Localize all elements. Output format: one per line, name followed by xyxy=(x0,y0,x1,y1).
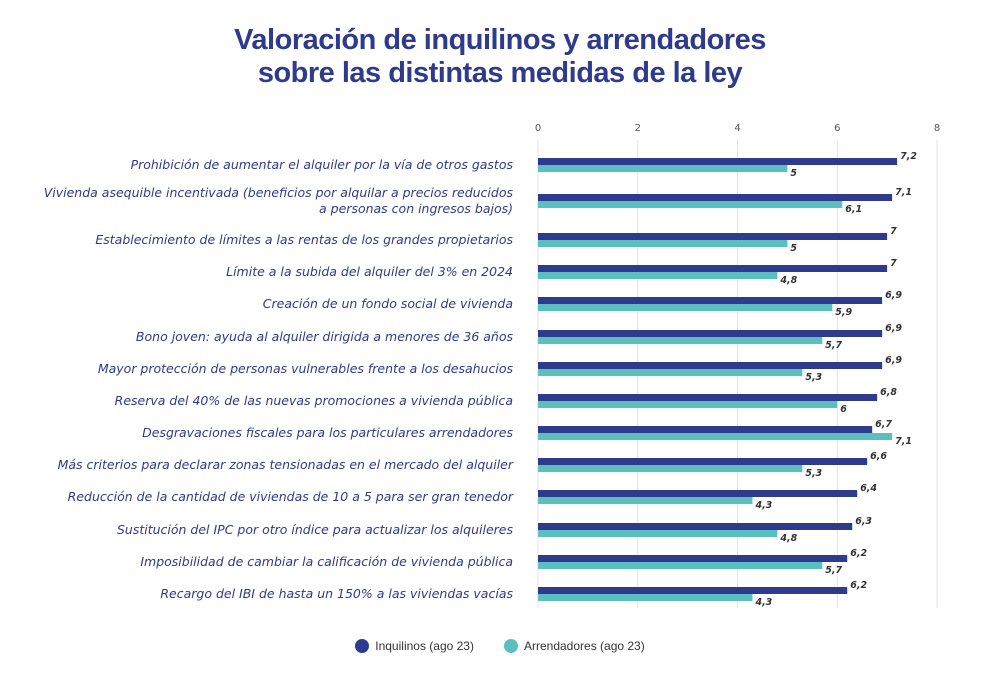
bar-arrendadores xyxy=(538,401,838,408)
category-label: Desgravaciones fiscales para los particu… xyxy=(142,425,513,440)
data-label: 4,3 xyxy=(754,500,772,511)
bar-arrendadores xyxy=(538,337,823,344)
bar-arrendadores xyxy=(538,240,788,247)
data-label: 5,3 xyxy=(805,372,822,383)
x-tick-label: 0 xyxy=(535,123,541,134)
data-label: 6,9 xyxy=(885,290,902,301)
bar-arrendadores xyxy=(538,201,843,208)
category-label: a personas con ingresos bajos) xyxy=(319,201,513,216)
data-label: 6,9 xyxy=(885,323,902,334)
bar-arrendadores xyxy=(538,465,803,472)
bar-inquilinos xyxy=(538,297,883,304)
data-label: 4,8 xyxy=(779,275,797,286)
bar-arrendadores xyxy=(538,594,753,601)
legend-swatch xyxy=(355,639,370,653)
category-label: Bono joven: ayuda al alquiler dirigida a… xyxy=(136,329,514,344)
x-tick-label: 4 xyxy=(734,123,740,134)
bar-arrendadores xyxy=(538,165,788,172)
x-tick-label: 2 xyxy=(635,123,641,134)
bar-inquilinos xyxy=(538,158,898,165)
x-tick-label: 8 xyxy=(934,123,940,134)
bar-inquilinos xyxy=(538,490,858,497)
bar-inquilinos xyxy=(538,587,848,594)
category-label: Reserva del 40% de las nuevas promocione… xyxy=(115,393,513,408)
data-label: 7 xyxy=(890,226,897,237)
category-label: Reducción de la cantidad de viviendas de… xyxy=(68,489,514,504)
legend-swatch xyxy=(503,639,518,653)
data-label: 5,7 xyxy=(825,340,842,351)
bar-arrendadores xyxy=(538,562,823,569)
category-label: Imposibilidad de cambiar la calificación… xyxy=(140,554,513,569)
data-label: 4,8 xyxy=(779,533,797,544)
data-label: 5 xyxy=(790,168,797,179)
bar-inquilinos xyxy=(538,233,888,240)
bar-inquilinos xyxy=(538,458,868,465)
data-label: 6,7 xyxy=(875,419,892,430)
bar-inquilinos xyxy=(538,265,888,272)
title-line-1: Valoración de inquilinos y arrendadores xyxy=(234,24,766,56)
legend: Inquilinos (ago 23) Arrendadores (ago 23… xyxy=(0,639,1000,653)
data-label: 5 xyxy=(790,243,797,254)
category-label: Establecimiento de límites a las rentas … xyxy=(95,232,513,247)
bar-arrendadores xyxy=(538,369,803,376)
category-label: Sustitución del IPC por otro índice para… xyxy=(117,522,514,537)
bar-inquilinos xyxy=(538,426,873,433)
data-label: 7,1 xyxy=(895,436,912,447)
data-label: 7,1 xyxy=(895,187,912,198)
bar-inquilinos xyxy=(538,523,853,530)
bar-inquilinos xyxy=(538,394,878,401)
data-label: 6,6 xyxy=(870,451,887,462)
data-label: 6,8 xyxy=(880,387,897,398)
bar-inquilinos xyxy=(538,362,883,369)
data-label: 7 xyxy=(890,258,897,269)
data-label: 6 xyxy=(840,404,847,415)
data-label: 5,3 xyxy=(805,468,822,479)
legend-label: Inquilinos (ago 23) xyxy=(375,639,474,653)
category-label: Prohibición de aumentar el alquiler por … xyxy=(131,157,514,172)
category-label: Mayor protección de personas vulnerables… xyxy=(98,361,514,376)
data-label: 6,2 xyxy=(850,548,867,559)
legend-item-arrendadores: Arrendadores (ago 23) xyxy=(503,639,645,653)
data-label: 7,2 xyxy=(900,151,917,162)
bar-arrendadores xyxy=(538,497,753,504)
category-label: Más criterios para declarar zonas tensio… xyxy=(58,457,514,472)
bar-arrendadores xyxy=(538,272,778,279)
data-label: 6,2 xyxy=(850,580,867,591)
category-label: Vivienda asequible incentivada (benefici… xyxy=(44,185,514,200)
bar-inquilinos xyxy=(538,194,893,201)
category-label: Límite a la subida del alquiler del 3% e… xyxy=(226,264,513,279)
data-label: 6,4 xyxy=(860,483,877,494)
data-label: 6,9 xyxy=(885,355,902,366)
bar-inquilinos xyxy=(538,555,848,562)
title-line-2: sobre las distintas medidas de la ley xyxy=(257,57,743,89)
x-tick-label: 6 xyxy=(834,123,840,134)
data-label: 5,9 xyxy=(835,307,852,318)
legend-item-inquilinos: Inquilinos (ago 23) xyxy=(355,639,474,653)
bar-arrendadores xyxy=(538,433,893,440)
bar-inquilinos xyxy=(538,330,883,337)
legend-label: Arrendadores (ago 23) xyxy=(523,639,645,653)
bar-arrendadores xyxy=(538,304,833,311)
category-label: Creación de un fondo social de vivienda xyxy=(263,296,513,311)
data-label: 4,3 xyxy=(754,597,772,608)
chart-title: Valoración de inquilinos y arrendadores … xyxy=(0,24,1000,90)
data-label: 6,1 xyxy=(845,204,862,215)
data-label: 6,3 xyxy=(855,516,872,527)
data-label: 5,7 xyxy=(825,565,842,576)
category-label: Recargo del IBI de hasta un 150% a las v… xyxy=(160,586,513,601)
bar-arrendadores xyxy=(538,530,778,537)
